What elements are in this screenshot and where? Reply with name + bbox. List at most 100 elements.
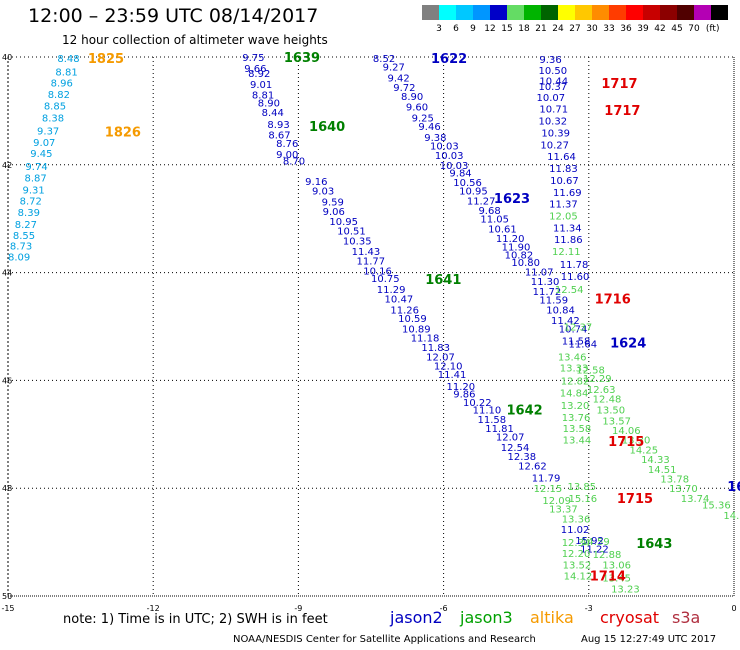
pass-time-labels: 1825 1826 1639 1640 1641 1642 1643 1622 1623 1624… bbox=[88, 51, 740, 585]
swh-value: 10.22 bbox=[463, 398, 492, 409]
swh-value: 10.75 bbox=[371, 274, 400, 285]
swh-value: 9.27 bbox=[383, 63, 405, 74]
swh-value: 13.20 bbox=[561, 401, 590, 412]
swh-value: 8.67 bbox=[268, 131, 290, 142]
swh-value: 11.34 bbox=[553, 223, 582, 234]
swh-value: 13.70 bbox=[669, 484, 698, 495]
scale-swatch bbox=[541, 5, 558, 20]
scale-swatch bbox=[575, 5, 592, 20]
pass-time-label: 1639 bbox=[284, 51, 320, 66]
swh-value: 10.74 bbox=[559, 325, 588, 336]
swh-value: 11.26 bbox=[390, 305, 419, 316]
scale-swatch bbox=[507, 5, 524, 20]
swh-value: 12.54 bbox=[501, 443, 530, 454]
swh-value: 11.18 bbox=[411, 333, 440, 344]
legend-note: note: 1) Time is in UTC; 2) SWH is in fe… bbox=[63, 612, 328, 627]
footer-credit: NOAA/NESDIS Center for Satellite Applica… bbox=[233, 634, 536, 645]
swh-value: 12.63 bbox=[587, 385, 616, 396]
swh-value: 13.36 bbox=[562, 514, 591, 525]
swh-value: 11.43 bbox=[352, 247, 381, 258]
swh-value: 13.06 bbox=[602, 561, 631, 572]
swh-value: 13.74 bbox=[681, 494, 710, 505]
scale-label: 9 bbox=[470, 24, 476, 34]
swh-value: 13.58 bbox=[563, 424, 592, 435]
swh-value: 9.59 bbox=[322, 197, 344, 208]
swh-value: 13.57 bbox=[602, 416, 631, 427]
scale-label: 15 bbox=[501, 24, 513, 34]
swh-value: 9.03 bbox=[312, 187, 334, 198]
swh-value: 14.12 bbox=[564, 572, 593, 583]
swh-value: 14.29 bbox=[723, 511, 740, 522]
scale-swatch bbox=[643, 5, 660, 20]
swh-value: 12.29 bbox=[583, 374, 612, 385]
swh-value: 9.42 bbox=[387, 73, 409, 84]
lat-label: 46 bbox=[2, 376, 12, 385]
pass-time-label: 1714 bbox=[590, 570, 626, 585]
swh-value: 8.44 bbox=[262, 108, 284, 119]
pass-time-label: 1717 bbox=[604, 104, 640, 119]
swh-value: 9.07 bbox=[33, 138, 55, 149]
scale-swatch bbox=[694, 5, 711, 20]
legend-jason2: jason2 bbox=[390, 608, 443, 627]
legend-altika: altika bbox=[530, 608, 574, 627]
scale-swatch bbox=[439, 5, 456, 20]
swh-value: 11.10 bbox=[473, 406, 502, 417]
swh-value: 11.07 bbox=[525, 268, 554, 279]
scale-unit: (ft) bbox=[705, 24, 720, 34]
swh-value: 8.27 bbox=[15, 220, 37, 231]
swh-value: 8.39 bbox=[18, 208, 40, 219]
swh-value: 8.38 bbox=[42, 113, 64, 124]
swh-value: 12.58 bbox=[576, 366, 605, 377]
pass-time-label: 1624 bbox=[610, 337, 646, 352]
lat-label: 48 bbox=[2, 484, 12, 493]
swh-value: 10.50 bbox=[538, 66, 567, 77]
swh-value: 8.82 bbox=[48, 90, 70, 101]
map-axes: 40 42 44 46 48 50 -15 -12 -9 -6 -3 0 bbox=[1, 53, 736, 613]
pass-time-label: 1715 bbox=[617, 492, 653, 507]
swh-value: 12.11 bbox=[552, 247, 581, 258]
swh-value: 13.78 bbox=[660, 474, 689, 485]
swh-value: 14.25 bbox=[629, 445, 658, 456]
swh-value: 10.39 bbox=[541, 128, 570, 139]
swh-value: 14.51 bbox=[648, 465, 677, 476]
scale-label: 18 bbox=[518, 24, 530, 34]
swh-value: 15.16 bbox=[568, 494, 597, 505]
scale-swatch bbox=[524, 5, 541, 20]
scale-label: 33 bbox=[603, 24, 615, 34]
swh-value: 8.76 bbox=[276, 139, 298, 150]
swh-value: 8.48 bbox=[57, 54, 79, 65]
swh-value: 11.83 bbox=[549, 164, 578, 175]
swh-value: 12.07 bbox=[426, 353, 455, 364]
swh-value: 13.46 bbox=[558, 353, 587, 364]
swh-value: 12.34 bbox=[562, 538, 591, 549]
swh-value: 11.60 bbox=[561, 272, 590, 283]
legend-cryosat: cryosat bbox=[600, 608, 660, 627]
swh-value: 13.44 bbox=[563, 436, 592, 447]
pass-time-label: 1825 bbox=[88, 52, 124, 67]
swh-value: 11.30 bbox=[531, 277, 560, 288]
scale-label: 6 bbox=[453, 24, 459, 34]
swh-value: 10.16 bbox=[363, 266, 392, 277]
scale-swatch bbox=[456, 5, 473, 20]
swh-value: 8.73 bbox=[10, 242, 32, 253]
swh-value: 10.89 bbox=[402, 325, 431, 336]
scale-label: 45 bbox=[671, 24, 683, 34]
scale-swatch bbox=[626, 5, 643, 20]
swh-value: 11.64 bbox=[568, 340, 597, 351]
swh-value: 10.03 bbox=[430, 141, 459, 152]
swh-value: 11.58 bbox=[477, 415, 506, 426]
swh-value: 9.31 bbox=[23, 186, 45, 197]
swh-value: 15.92 bbox=[575, 536, 604, 547]
swh-value: 13.52 bbox=[563, 561, 592, 572]
scale-label: 21 bbox=[535, 24, 547, 34]
scale-swatch bbox=[609, 5, 626, 20]
swh-value: 11.64 bbox=[547, 152, 576, 163]
pass-time-label: 1623 bbox=[494, 192, 530, 207]
swh-value: 8.90 bbox=[258, 98, 280, 109]
swh-value: 12.82 bbox=[561, 376, 590, 387]
scale-swatch bbox=[677, 5, 694, 20]
swh-value: 11.58 bbox=[562, 337, 591, 348]
lon-label: -9 bbox=[294, 604, 302, 613]
swh-value: 10.80 bbox=[511, 258, 540, 269]
swh-value: 9.01 bbox=[250, 80, 272, 91]
